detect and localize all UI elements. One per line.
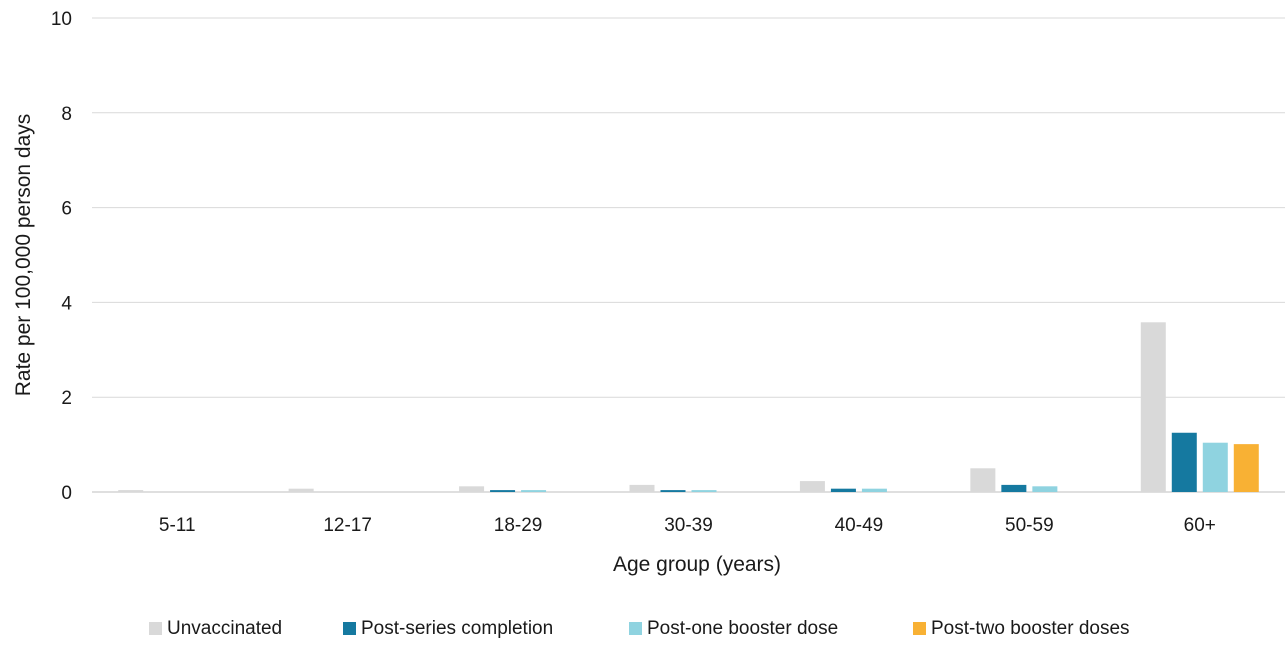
legend: Unvaccinated Post-series completion Post-o… (149, 618, 1130, 639)
y-axis-ticks: 0 2 4 6 8 10 (51, 9, 73, 504)
bar-post-series-completion-50-59 (1001, 484, 1027, 492)
bar-post-series-completion-18-29 (490, 490, 516, 492)
legend-item: Post-series completion (343, 618, 553, 639)
bar-unvaccinated-40-49 (799, 481, 825, 492)
y-axis-title: Rate per 100,000 person days (12, 114, 35, 397)
bar-post-one-booster-dose-60+ (1202, 442, 1228, 492)
x-tick-label: 30-39 (664, 515, 713, 536)
legend-swatch (629, 622, 642, 635)
x-axis-ticks: 5-11 12-17 18-29 30-39 40-49 50-59 60+ (159, 515, 1216, 536)
x-tick-label: 40-49 (835, 515, 884, 536)
bar-unvaccinated-50-59 (970, 468, 996, 492)
legend-label: Post-series completion (361, 618, 553, 639)
bar-unvaccinated-60+ (1140, 322, 1166, 492)
y-tick-label: 4 (61, 293, 72, 314)
gridlines (92, 17, 1285, 493)
x-tick-label: 12-17 (323, 515, 372, 536)
y-tick-label: 0 (61, 483, 72, 504)
legend-swatch (149, 622, 162, 635)
bar-post-one-booster-dose-40-49 (861, 488, 887, 492)
bar-post-series-completion-40-49 (830, 488, 856, 492)
bar-unvaccinated-5-11 (118, 490, 144, 492)
x-tick-label: 5-11 (159, 515, 196, 536)
legend-label: Unvaccinated (167, 618, 282, 639)
y-tick-label: 2 (61, 388, 72, 409)
legend-label: Post-two booster doses (931, 618, 1130, 639)
bar-post-one-booster-dose-18-29 (521, 490, 547, 492)
legend-label: Post-one booster dose (647, 618, 838, 639)
y-tick-label: 8 (61, 104, 72, 125)
y-tick-label: 10 (51, 9, 72, 30)
bar-post-series-completion-60+ (1171, 432, 1197, 492)
bar-unvaccinated-18-29 (459, 486, 485, 492)
bar-unvaccinated-12-17 (288, 488, 314, 492)
x-axis-title: Age group (years) (613, 553, 781, 576)
legend-swatch (343, 622, 356, 635)
legend-item: Post-two booster doses (913, 618, 1130, 639)
bar-post-one-booster-dose-50-59 (1032, 486, 1058, 492)
y-tick-label: 6 (61, 199, 72, 220)
bar-post-one-booster-dose-30-39 (691, 490, 717, 492)
legend-item: Unvaccinated (149, 618, 282, 639)
bars (118, 322, 1259, 492)
bar-post-two-booster-doses-60+ (1233, 444, 1259, 492)
legend-swatch (913, 622, 926, 635)
x-tick-label: 18-29 (494, 515, 543, 536)
x-tick-label: 50-59 (1005, 515, 1054, 536)
x-tick-label: 60+ (1184, 515, 1216, 536)
bar-post-series-completion-30-39 (660, 490, 686, 492)
legend-item: Post-one booster dose (629, 618, 838, 639)
bar-unvaccinated-30-39 (629, 484, 655, 492)
